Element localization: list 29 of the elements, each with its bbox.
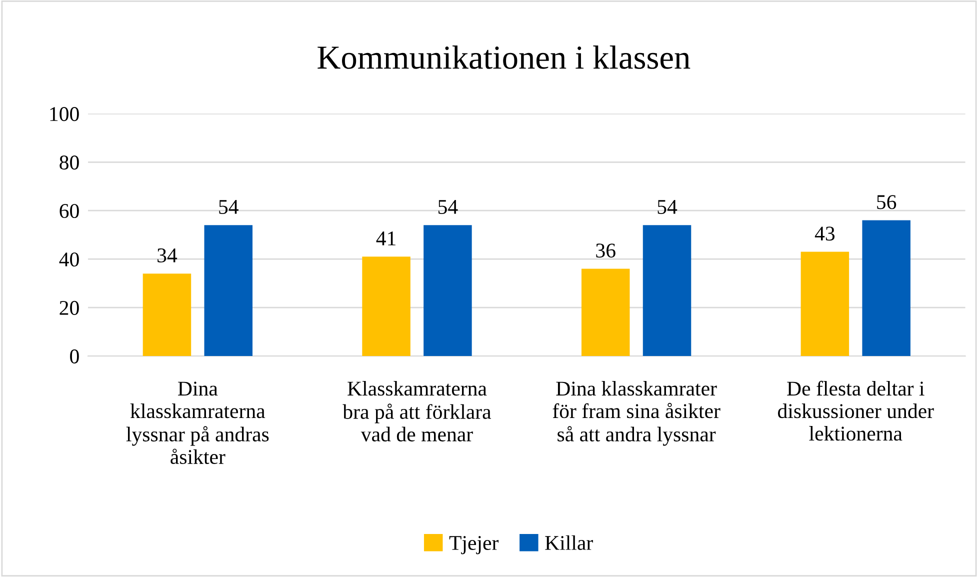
bar xyxy=(642,225,692,356)
bar xyxy=(800,252,850,356)
data-label: 56 xyxy=(877,195,896,210)
data-label: 54 xyxy=(438,200,458,214)
x-tick-label: Klasskamraterna bra på att förklara vad de menar xyxy=(342,381,492,442)
data-label: 54 xyxy=(219,200,238,214)
bar xyxy=(362,256,410,356)
y-tick-label: 20 xyxy=(60,300,79,315)
y-tick-label: 0 xyxy=(70,349,79,364)
y-tick-label: 40 xyxy=(59,252,79,267)
legend-label: Tjejer xyxy=(449,536,499,554)
x-tick-label: Dina klasskamraterna lyssnar på andras åsikter xyxy=(126,382,269,464)
y-tick-label: 60 xyxy=(60,204,79,218)
x-tick-label: Dina klasskamrater för fram sina åsikter så att andra lyssnar xyxy=(552,381,720,446)
bar xyxy=(581,268,630,356)
bar xyxy=(204,225,253,356)
bar xyxy=(862,220,910,356)
bar xyxy=(424,225,472,356)
x-tick-label: De flesta deltar i diskussioner under lektionerna xyxy=(778,380,934,441)
y-tick-label: 100 xyxy=(50,107,79,122)
data-label: 54 xyxy=(658,200,678,214)
data-label: 43 xyxy=(814,226,835,241)
data-label: 41 xyxy=(376,232,396,246)
legend-label: Killar xyxy=(545,535,593,550)
bar xyxy=(142,274,192,356)
data-label: 34 xyxy=(158,248,178,262)
y-tick-label: 80 xyxy=(60,156,79,170)
data-label: 36 xyxy=(596,244,616,258)
chart-title: Kommunikationen i klassen xyxy=(318,45,690,69)
